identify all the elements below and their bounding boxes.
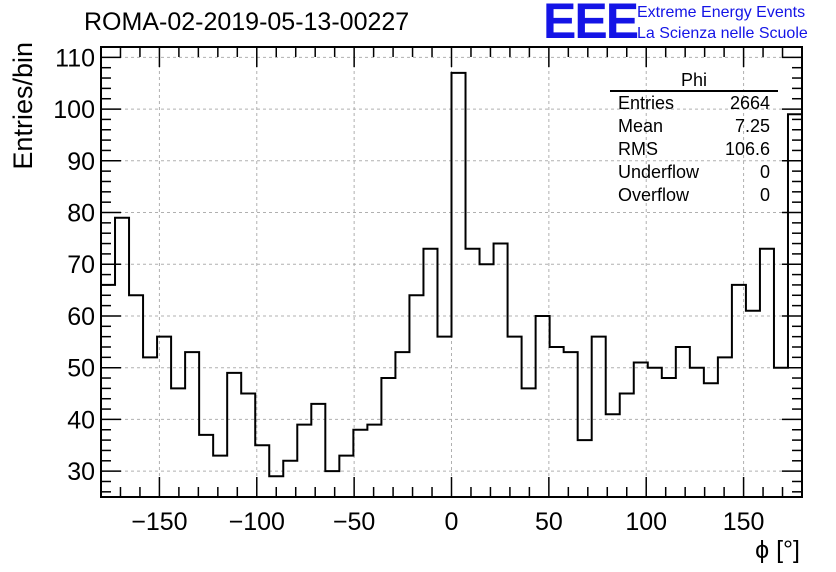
stats-label: RMS bbox=[618, 139, 658, 159]
y-tick-label: 70 bbox=[67, 251, 95, 279]
y-tick-labels: 30 40 50 60 70 80 90 100 110 bbox=[53, 44, 95, 486]
stats-row-mean: Mean 7.25 bbox=[610, 115, 778, 138]
stats-label: Mean bbox=[618, 116, 664, 136]
stats-row-rms: RMS 106.6 bbox=[610, 138, 778, 161]
y-tick-label: 40 bbox=[67, 406, 95, 434]
stats-box: Phi Entries 2664 Mean 7.25 RMS 106.6 Und… bbox=[610, 70, 778, 207]
eee-logo: EEE bbox=[543, 0, 639, 49]
stats-label: Overflow bbox=[618, 185, 690, 205]
x-tick-label: −150 bbox=[131, 508, 187, 536]
y-axis-label: Entries/bin bbox=[8, 42, 38, 170]
stats-row-entries: Entries 2664 bbox=[610, 92, 778, 115]
x-tick-label: 0 bbox=[445, 508, 459, 536]
x-tick-label: −100 bbox=[229, 508, 285, 536]
stats-value: 2664 bbox=[729, 93, 770, 113]
logo-line-1: Extreme Energy Events bbox=[637, 4, 806, 21]
stats-label: Entries bbox=[618, 93, 675, 113]
stats-value: 0 bbox=[759, 162, 770, 182]
x-tick-label: 50 bbox=[535, 508, 563, 536]
stats-box-title: Phi bbox=[610, 70, 778, 92]
stats-value: 0 bbox=[759, 185, 770, 205]
x-tick-label: 100 bbox=[625, 508, 667, 536]
y-tick-label: 100 bbox=[53, 96, 95, 124]
y-tick-label: 50 bbox=[67, 355, 95, 383]
y-tick-label: 30 bbox=[67, 458, 95, 486]
plot-frame bbox=[100, 46, 803, 498]
y-tick-label: 60 bbox=[67, 303, 95, 331]
x-tick-labels: −150 −100 −50 0 50 100 150 bbox=[131, 508, 764, 536]
stats-row-overflow: Overflow 0 bbox=[610, 184, 778, 207]
stats-label: Underflow bbox=[618, 162, 700, 182]
x-tick-label: 150 bbox=[723, 508, 765, 536]
stats-value: 7.25 bbox=[734, 116, 770, 136]
x-axis-label: ϕ [°] bbox=[755, 536, 800, 564]
x-tick-label: −50 bbox=[333, 508, 375, 536]
logo-line-2: La Scienza nelle Scuole bbox=[637, 25, 808, 42]
y-tick-label: 110 bbox=[55, 44, 95, 72]
y-tick-label: 80 bbox=[67, 200, 95, 228]
stats-row-underflow: Underflow 0 bbox=[610, 161, 778, 184]
stats-value: 106.6 bbox=[724, 139, 770, 159]
y-tick-label: 90 bbox=[67, 148, 95, 176]
histogram-step-line bbox=[100, 71, 803, 497]
chart-title: ROMA-02-2019-05-13-00227 bbox=[84, 8, 410, 36]
